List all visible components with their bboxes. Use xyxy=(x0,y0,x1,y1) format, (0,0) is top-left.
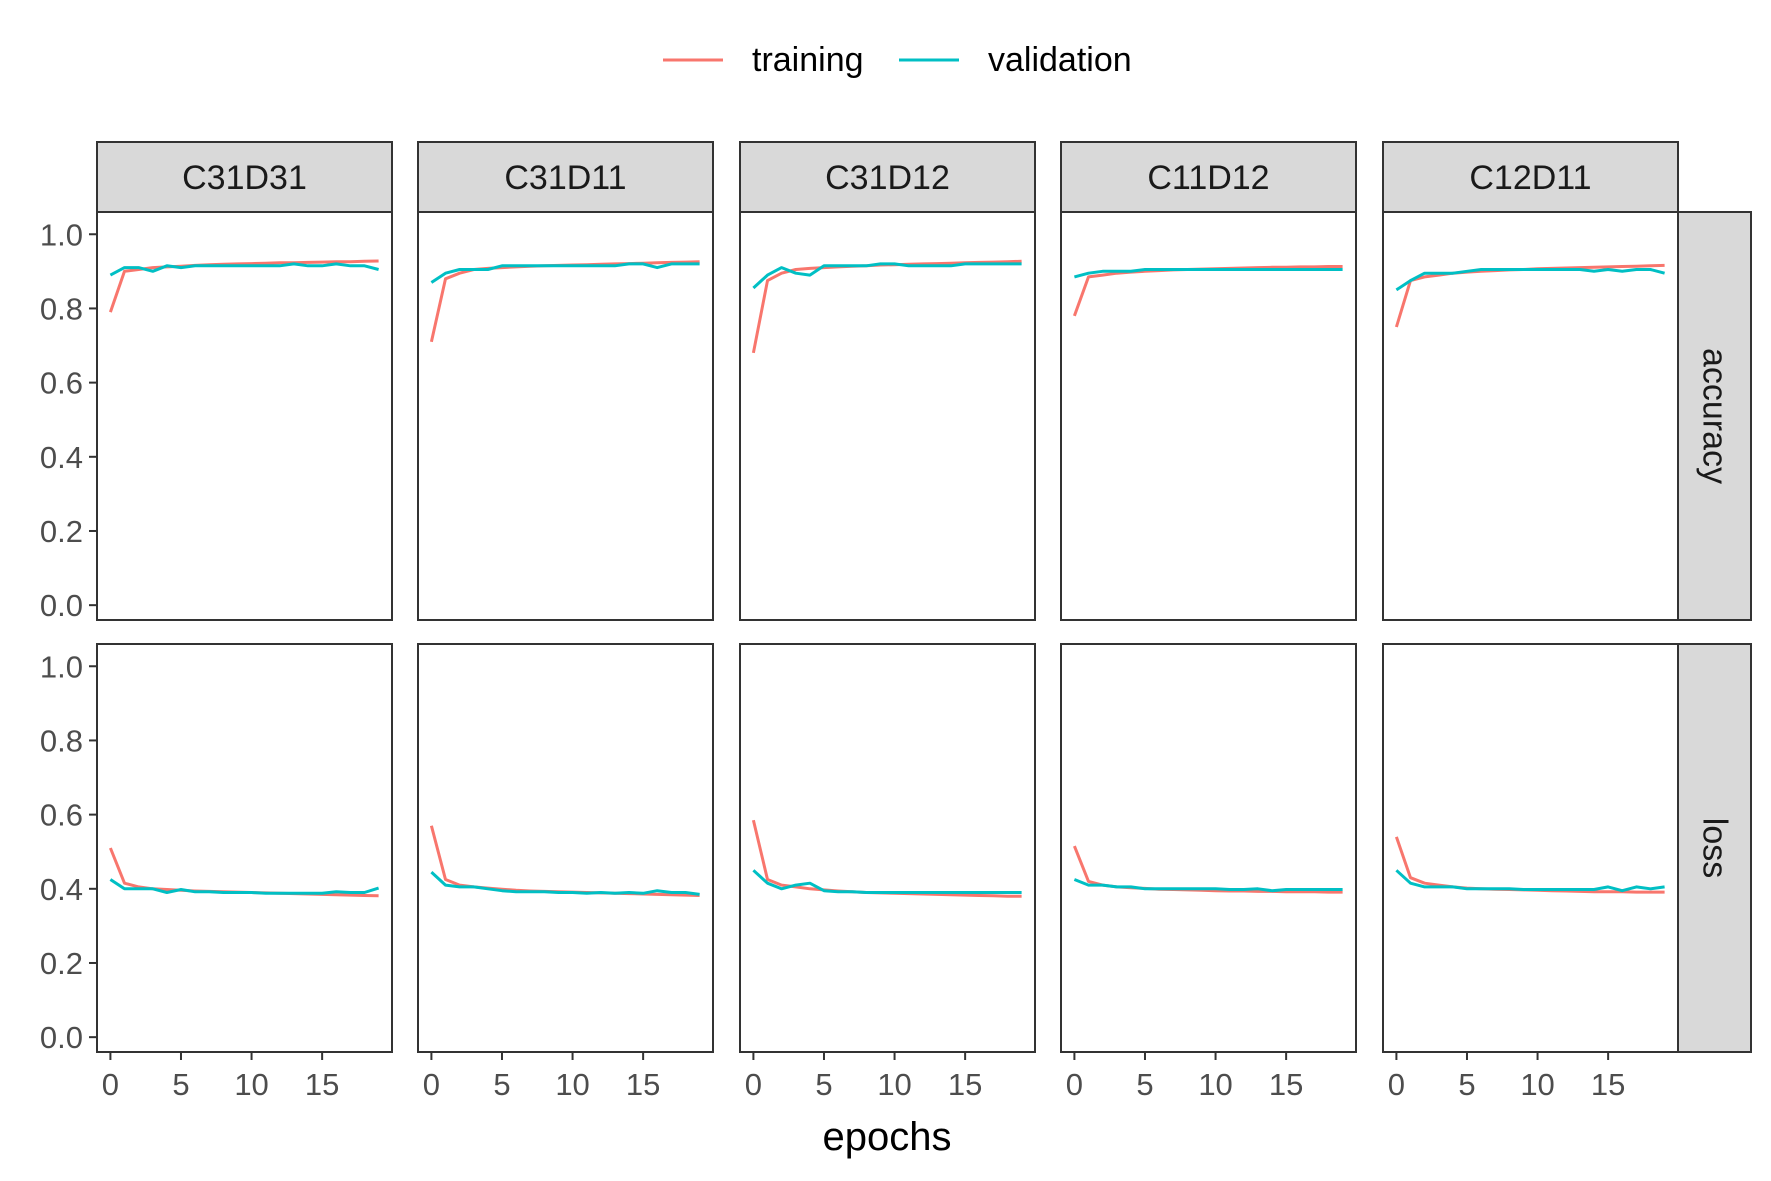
x-tick-label: 5 xyxy=(1458,1067,1475,1102)
panel-C31D12-accuracy xyxy=(740,212,1035,620)
legend-label-training: training xyxy=(752,41,864,79)
series-line-validation-C31D31-loss xyxy=(109,878,380,895)
y-tick-label: 0.4 xyxy=(40,440,83,475)
x-tick-label: 15 xyxy=(1269,1067,1303,1102)
strip-label-C11D12: C11D12 xyxy=(1147,159,1269,197)
y-tick-label: 0.4 xyxy=(40,872,83,907)
series-line-validation-C12D11-loss xyxy=(1395,869,1665,893)
panel-border-C31D31-loss xyxy=(96,643,393,1053)
panel-border-C12D11-accuracy xyxy=(1382,211,1679,621)
y-tick-label: 1.0 xyxy=(40,649,83,684)
y-tick-label: 1.0 xyxy=(40,217,83,252)
strip-label-accuracy: accuracy xyxy=(1696,348,1734,484)
y-tick-label: 0.6 xyxy=(40,366,83,401)
strip-accuracy xyxy=(1677,211,1752,621)
panel-C12D11-accuracy xyxy=(1383,212,1678,620)
panel-C31D12-loss xyxy=(740,644,1035,1052)
x-tick-label: 5 xyxy=(815,1067,832,1102)
series-line-validation-C31D12-accuracy xyxy=(752,262,1022,290)
facet-grid: C31D31 C31D11 C31D12 C11D12 C12D11 accuracy lo… xyxy=(40,141,1752,1102)
x-tick-label: 5 xyxy=(1136,1067,1153,1102)
x-tick-label: 0 xyxy=(423,1067,440,1102)
x-tick-label: 10 xyxy=(234,1067,268,1102)
panel-C12D11-loss xyxy=(1383,644,1678,1052)
strip-label-C12D11: C12D11 xyxy=(1469,159,1591,197)
panel-border-C12D11-loss xyxy=(1382,643,1679,1053)
x-tick-label: 10 xyxy=(555,1067,589,1102)
strip-C31D31 xyxy=(96,141,393,213)
panel-border-C11D12-accuracy xyxy=(1060,211,1357,621)
panel-C31D31-loss xyxy=(97,644,392,1052)
panel-C11D12-loss xyxy=(1061,644,1356,1052)
x-tick-label: 5 xyxy=(172,1067,189,1102)
x-tick-label: 15 xyxy=(626,1067,660,1102)
series-line-training-C31D31-accuracy xyxy=(108,259,379,313)
y-tick-label: 0.2 xyxy=(40,514,83,549)
panel-border-C11D12-loss xyxy=(1060,643,1357,1053)
panel-border-C31D31-accuracy xyxy=(96,211,393,621)
strip-loss xyxy=(1677,643,1752,1053)
series-line-validation-C31D11-accuracy xyxy=(430,262,700,284)
panel-C11D12-accuracy xyxy=(1061,212,1356,620)
x-tick-label: 10 xyxy=(1520,1067,1554,1102)
strip-C11D12 xyxy=(1060,141,1357,213)
x-tick-label: 5 xyxy=(493,1067,510,1102)
y-tick-label: 0.2 xyxy=(40,946,83,981)
y-tick-label: 0.0 xyxy=(40,1020,83,1055)
strip-label-C31D12: C31D12 xyxy=(825,159,950,197)
series-line-validation-C12D11-accuracy xyxy=(1395,268,1665,292)
legend: training validation xyxy=(663,41,1132,79)
strip-label-C31D11: C31D11 xyxy=(504,159,626,197)
x-tick-label: 0 xyxy=(745,1067,762,1102)
x-tick-label: 10 xyxy=(1198,1067,1232,1102)
strip-label-C31D31: C31D31 xyxy=(182,159,307,197)
strip-C12D11 xyxy=(1382,141,1679,213)
x-tick-label: 15 xyxy=(305,1067,339,1102)
series-line-validation-C11D12-loss xyxy=(1073,878,1343,893)
y-tick-label: 0.8 xyxy=(40,291,83,326)
panel-border-C31D11-accuracy xyxy=(417,211,714,621)
x-axis-title: epochs xyxy=(823,1115,952,1159)
x-tick-label: 0 xyxy=(1388,1067,1405,1102)
panel-border-C31D11-loss xyxy=(417,643,714,1053)
series-line-validation-C31D12-loss xyxy=(752,869,1022,894)
x-tick-label: 0 xyxy=(1066,1067,1083,1102)
strip-label-loss: loss xyxy=(1696,818,1734,878)
y-tick-label: 0.0 xyxy=(40,588,83,623)
y-tick-label: 0.8 xyxy=(40,723,83,758)
x-tick-label: 0 xyxy=(102,1067,119,1102)
series-line-validation-C31D11-loss xyxy=(430,870,700,896)
legend-label-validation: validation xyxy=(988,41,1132,79)
series-line-validation-C31D31-accuracy xyxy=(109,262,379,277)
panel-C31D31-accuracy xyxy=(97,212,392,620)
panel-C31D11-accuracy xyxy=(418,212,713,620)
panel-C31D11-loss xyxy=(418,644,713,1052)
series-line-validation-C11D12-accuracy xyxy=(1074,268,1343,279)
strip-C31D12 xyxy=(739,141,1036,213)
strip-C31D11 xyxy=(417,141,714,213)
x-tick-label: 10 xyxy=(877,1067,911,1102)
y-tick-label: 0.6 xyxy=(40,798,83,833)
x-tick-label: 15 xyxy=(948,1067,982,1102)
x-tick-label: 15 xyxy=(1591,1067,1625,1102)
panel-border-C31D12-accuracy xyxy=(739,211,1036,621)
panel-border-C31D12-loss xyxy=(739,643,1036,1053)
